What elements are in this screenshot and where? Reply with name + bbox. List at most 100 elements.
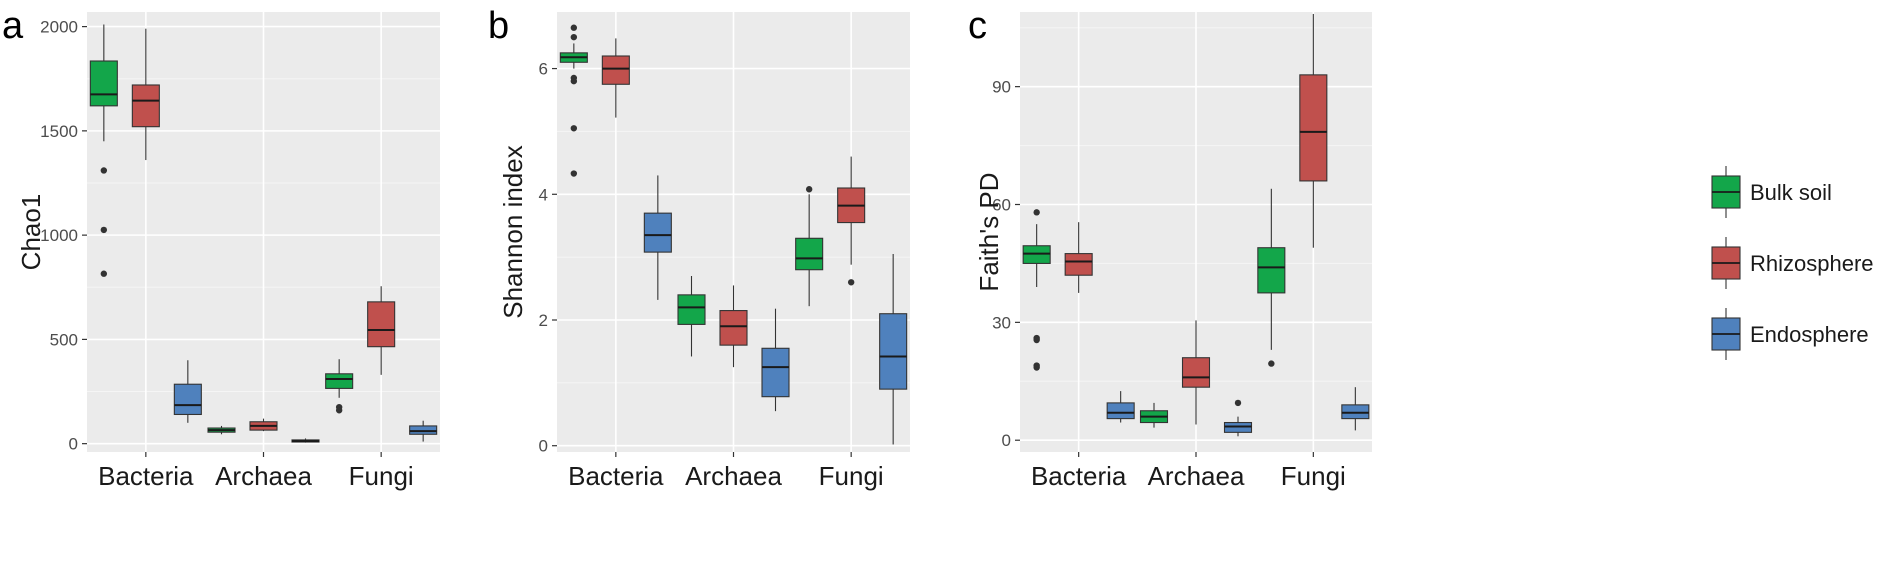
y-tick-label: 90 (992, 78, 1011, 97)
y-tick-label: 4 (539, 185, 548, 204)
box-endosphere (643, 175, 672, 300)
box-rhizosphere (837, 156, 866, 286)
panel-c: 0 30 60 90 Bacteria Archaea Fungi Faith's PD c (968, 5, 1372, 491)
outlier-point (100, 167, 108, 174)
y-tick-label: 2 (539, 311, 548, 330)
outlier-point (1234, 399, 1242, 407)
y-tick-label: 1500 (40, 122, 78, 141)
box-endosphere (1341, 387, 1370, 431)
box-bulk-soil (1139, 402, 1169, 428)
box-endosphere (1223, 399, 1253, 437)
box-body (677, 294, 706, 325)
outlier-point (570, 125, 578, 132)
box-body (1181, 357, 1211, 388)
legend-label: Bulk soil (1750, 180, 1832, 205)
box-bulk-soil (559, 24, 588, 177)
box-rhizosphere (131, 28, 160, 161)
box-rhizosphere (249, 418, 278, 432)
outlier-point (1033, 336, 1040, 344)
box-rhizosphere (367, 286, 396, 375)
box-body (719, 310, 748, 346)
box-bulk-soil (1022, 209, 1051, 371)
box-body (367, 301, 396, 348)
box-body (879, 313, 908, 390)
box-body (131, 84, 160, 128)
box-body (1257, 247, 1286, 294)
x-tick-label: Fungi (349, 461, 414, 491)
y-tick-label: 60 (992, 196, 1011, 215)
x-tick-label: Archaea (215, 461, 312, 491)
outlier-point (335, 407, 343, 414)
box-endosphere (409, 420, 438, 442)
x-tick-label: Archaea (1148, 461, 1245, 491)
panel-b: 0 2 4 6 Bacteria Archaea Fungi Shannon index b (488, 5, 910, 491)
legend-label: Rhizosphere (1750, 251, 1874, 276)
box-rhizosphere (1181, 320, 1211, 425)
y-tick-label: 6 (539, 60, 548, 79)
box-body (643, 212, 672, 253)
legend: Bulk soil Rhizosphere Endosphere (1711, 166, 1874, 360)
box-body (601, 55, 630, 85)
legend-item-endosphere: Endosphere (1711, 308, 1869, 360)
box-bulk-soil (677, 276, 706, 357)
legend-item-bulk-soil: Bulk soil (1711, 166, 1832, 218)
box-body (325, 373, 354, 389)
box-rhizosphere (1064, 222, 1093, 293)
y-tick-label: 500 (50, 330, 78, 349)
box-bulk-soil (325, 359, 354, 414)
box-rhizosphere (719, 285, 748, 368)
x-tick-label: Bacteria (98, 461, 194, 491)
outlier-point (100, 226, 108, 234)
box-rhizosphere (601, 38, 630, 118)
x-tick-label: Bacteria (568, 461, 664, 491)
outlier-point (1033, 364, 1040, 371)
box-bulk-soil (207, 425, 236, 435)
outlier-point (570, 170, 578, 177)
y-axis-label: Faith's PD (974, 172, 1004, 291)
x-tick-label: Fungi (819, 461, 884, 491)
box-endosphere (173, 360, 202, 423)
box-body (761, 347, 790, 398)
y-tick-label: 0 (1002, 431, 1011, 450)
outlier-point (805, 186, 813, 193)
y-axis-label: Shannon index (498, 145, 528, 318)
box-bulk-soil (89, 24, 118, 277)
box-endosphere (879, 254, 908, 445)
y-axis-label: Chao1 (16, 194, 46, 271)
box-body (795, 237, 824, 271)
box-rhizosphere (1299, 13, 1328, 248)
outlier-point (1033, 209, 1040, 216)
x-tick-label: Archaea (685, 461, 782, 491)
y-tick-label: 0 (539, 437, 548, 456)
box-body (1106, 402, 1135, 420)
y-tick-label: 1000 (40, 226, 78, 245)
x-tick-label: Fungi (1281, 461, 1346, 491)
outlier-point (100, 270, 108, 277)
outlier-point (570, 33, 578, 41)
legend-item-rhizosphere: Rhizosphere (1711, 237, 1874, 289)
box-body (1064, 253, 1093, 276)
box-endosphere (761, 308, 790, 412)
y-tick-label: 2000 (40, 18, 78, 37)
outlier-point (1268, 360, 1275, 367)
y-tick-label: 30 (992, 313, 1011, 332)
panel-a: 0 500 1000 1500 2000 Bacteria Archaea Fungi Chao… (2, 5, 440, 491)
box-endosphere (291, 438, 320, 443)
box-body (89, 60, 118, 107)
box-body (173, 383, 202, 416)
outlier-point (570, 77, 578, 85)
box-body (1299, 74, 1328, 182)
box-endosphere (1106, 391, 1135, 423)
outlier-point (570, 24, 578, 31)
y-tick-label: 0 (69, 435, 78, 454)
panel-letter: a (2, 5, 24, 47)
box-body (409, 425, 438, 435)
outlier-point (847, 279, 855, 286)
panel-letter: c (968, 5, 987, 47)
legend-label: Endosphere (1750, 322, 1869, 347)
panel-letter: b (488, 5, 509, 47)
box-bulk-soil (1257, 188, 1286, 367)
box-bulk-soil (795, 186, 824, 307)
x-tick-label: Bacteria (1031, 461, 1127, 491)
